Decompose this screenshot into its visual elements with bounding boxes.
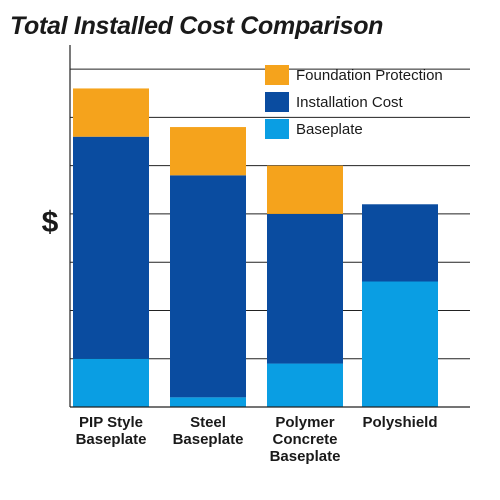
bar-segment-baseplate <box>170 397 246 407</box>
bar-segment-installation-cost <box>170 175 246 398</box>
chart-title: Total Installed Cost Comparison <box>10 12 384 40</box>
bar-segment-installation-cost <box>362 204 438 282</box>
axes <box>69 45 470 408</box>
bar-segment-foundation-protection <box>73 88 149 137</box>
legend-label: Foundation Protection <box>296 67 443 84</box>
legend: Foundation Protection Installation Cost Ba… <box>265 65 443 139</box>
legend-swatch <box>265 65 289 85</box>
bars <box>73 88 438 407</box>
y-axis-label: $ <box>42 206 59 239</box>
bar-segment-baseplate <box>362 281 438 407</box>
bar-segment-baseplate <box>267 363 343 407</box>
bar-segment-installation-cost <box>73 136 149 359</box>
bar-segment-foundation-protection <box>170 127 246 176</box>
legend-swatch <box>265 119 289 139</box>
category-label: PIP Style Baseplate <box>76 414 147 448</box>
category-label: Polymer Concrete Baseplate <box>270 414 341 465</box>
bar-segment-foundation-protection <box>267 165 343 214</box>
legend-swatch <box>265 92 289 112</box>
category-labels: PIP Style Baseplate Steel Baseplate Polymer C… <box>76 414 438 465</box>
category-label: Polyshield <box>362 414 437 431</box>
bar-segment-baseplate <box>73 358 149 407</box>
legend-label: Installation Cost <box>296 94 404 111</box>
category-label: Steel Baseplate <box>173 414 244 448</box>
bar-segment-installation-cost <box>267 213 343 364</box>
legend-label: Baseplate <box>296 121 363 138</box>
